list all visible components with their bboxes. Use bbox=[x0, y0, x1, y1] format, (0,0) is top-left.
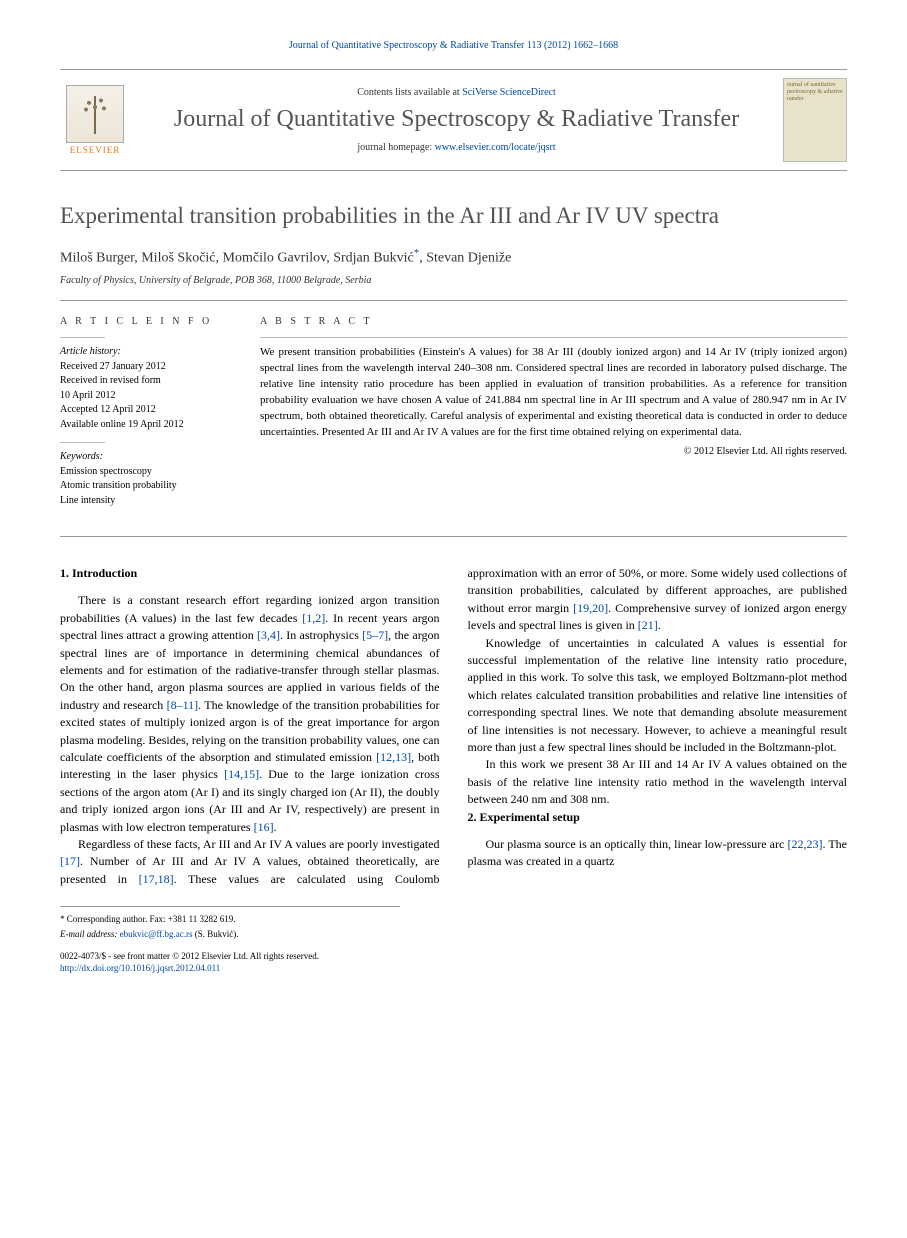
abstract-divider bbox=[260, 337, 847, 338]
doi-prefix[interactable]: http://dx.doi.org/ bbox=[60, 963, 121, 973]
article-history: Article history: Received 27 January 201… bbox=[60, 345, 240, 432]
citation-link[interactable]: [1,2] bbox=[302, 611, 325, 625]
keyword: Atomic transition probability bbox=[60, 479, 240, 494]
body-text: . bbox=[274, 820, 277, 834]
body-paragraph: Knowledge of uncertainties in calculated… bbox=[468, 635, 848, 757]
abstract-text: We present transition probabilities (Ein… bbox=[260, 345, 847, 441]
doi-line: http://dx.doi.org/10.1016/j.jqsrt.2012.0… bbox=[60, 962, 847, 974]
homepage-prefix: journal homepage: bbox=[357, 142, 434, 153]
journal-name: Journal of Quantitative Spectroscopy & R… bbox=[140, 104, 773, 134]
contents-prefix: Contents lists available at bbox=[357, 87, 462, 98]
article-title: Experimental transition probabilities in… bbox=[60, 201, 847, 231]
citation-link[interactable]: [3,4] bbox=[257, 628, 280, 642]
info-divider bbox=[60, 442, 105, 443]
keyword: Emission spectroscopy bbox=[60, 465, 240, 480]
history-accepted: Accepted 12 April 2012 bbox=[60, 403, 240, 418]
article-body: 1. Introduction There is a constant rese… bbox=[60, 565, 847, 888]
citation-link[interactable]: [21] bbox=[638, 618, 658, 632]
body-text: . bbox=[658, 618, 661, 632]
info-label: A R T I C L E I N F O bbox=[60, 315, 240, 330]
sciencedirect-link[interactable]: SciVerse ScienceDirect bbox=[462, 87, 556, 98]
corresponding-author-note: * Corresponding author. Fax: +381 11 328… bbox=[60, 913, 400, 926]
citation-link[interactable]: [17] bbox=[60, 854, 80, 868]
history-online: Available online 19 April 2012 bbox=[60, 418, 240, 433]
abstract: A B S T R A C T We present transition pr… bbox=[260, 315, 847, 519]
email-label: E-mail address: bbox=[60, 929, 120, 939]
body-text: Our plasma source is an optically thin, … bbox=[486, 837, 788, 851]
body-text: Regardless of these facts, Ar III and Ar… bbox=[78, 837, 440, 851]
history-revised-date: 10 April 2012 bbox=[60, 389, 240, 404]
history-head: Article history: bbox=[60, 345, 240, 360]
author-list: Miloš Burger, Miloš Skočić, Momčilo Gavr… bbox=[60, 247, 847, 267]
section-heading-intro: 1. Introduction bbox=[60, 565, 440, 582]
front-matter-line: 0022-4073/$ - see front matter © 2012 El… bbox=[60, 950, 847, 962]
running-head: Journal of Quantitative Spectroscopy & R… bbox=[60, 40, 847, 51]
abstract-label: A B S T R A C T bbox=[260, 315, 847, 330]
citation-link[interactable]: [17,18] bbox=[139, 872, 174, 886]
footer-block: 0022-4073/$ - see front matter © 2012 El… bbox=[60, 950, 847, 974]
masthead-center: Contents lists available at SciVerse Sci… bbox=[130, 87, 783, 153]
elsevier-label: ELSEVIER bbox=[70, 145, 121, 155]
citation-link[interactable]: [19,20] bbox=[573, 601, 608, 615]
citation-link[interactable]: [14,15] bbox=[224, 767, 259, 781]
email-tail: (S. Bukvić). bbox=[193, 929, 239, 939]
contents-line: Contents lists available at SciVerse Sci… bbox=[140, 87, 773, 98]
info-divider bbox=[60, 337, 105, 338]
citation-link[interactable]: [16] bbox=[254, 820, 274, 834]
elsevier-tree-icon bbox=[66, 85, 124, 143]
elsevier-logo: ELSEVIER bbox=[60, 80, 130, 160]
section-heading-experimental: 2. Experimental setup bbox=[468, 809, 848, 826]
abstract-copyright: © 2012 Elsevier Ltd. All rights reserved… bbox=[260, 445, 847, 460]
citation-link[interactable]: [5–7] bbox=[362, 628, 388, 642]
email-link[interactable]: ebukvic@ff.bg.ac.rs bbox=[120, 929, 193, 939]
body-paragraph: There is a constant research effort rega… bbox=[60, 592, 440, 835]
authors-tail: , Stevan Djeniže bbox=[419, 251, 511, 266]
citation-link[interactable]: [12,13] bbox=[376, 750, 411, 764]
footnotes: * Corresponding author. Fax: +381 11 328… bbox=[60, 906, 400, 940]
doi-link[interactable]: 10.1016/j.jqsrt.2012.04.011 bbox=[121, 963, 220, 973]
keyword: Line intensity bbox=[60, 494, 240, 509]
email-row: E-mail address: ebukvic@ff.bg.ac.rs (S. … bbox=[60, 928, 400, 941]
body-paragraph: Our plasma source is an optically thin, … bbox=[468, 836, 848, 871]
history-revised-label: Received in revised form bbox=[60, 374, 240, 389]
keywords-block: Keywords: Emission spectroscopy Atomic t… bbox=[60, 450, 240, 508]
affiliation: Faculty of Physics, University of Belgra… bbox=[60, 275, 847, 286]
citation-link[interactable]: [22,23] bbox=[787, 837, 822, 851]
info-abstract-row: A R T I C L E I N F O Article history: R… bbox=[60, 301, 847, 538]
journal-cover-thumb: ournal of uantitative pectroscopy & adia… bbox=[783, 78, 847, 162]
homepage-link[interactable]: www.elsevier.com/locate/jqsrt bbox=[435, 142, 556, 153]
history-received: Received 27 January 2012 bbox=[60, 360, 240, 375]
article-info: A R T I C L E I N F O Article history: R… bbox=[60, 315, 260, 519]
authors-main: Miloš Burger, Miloš Skočić, Momčilo Gavr… bbox=[60, 251, 414, 266]
citation-link[interactable]: [8–11] bbox=[167, 698, 199, 712]
masthead: ELSEVIER Contents lists available at Sci… bbox=[60, 69, 847, 171]
body-paragraph: In this work we present 38 Ar III and 14… bbox=[468, 756, 848, 808]
body-text: . In astrophysics bbox=[280, 628, 362, 642]
keywords-head: Keywords: bbox=[60, 450, 240, 465]
homepage-line: journal homepage: www.elsevier.com/locat… bbox=[140, 142, 773, 153]
